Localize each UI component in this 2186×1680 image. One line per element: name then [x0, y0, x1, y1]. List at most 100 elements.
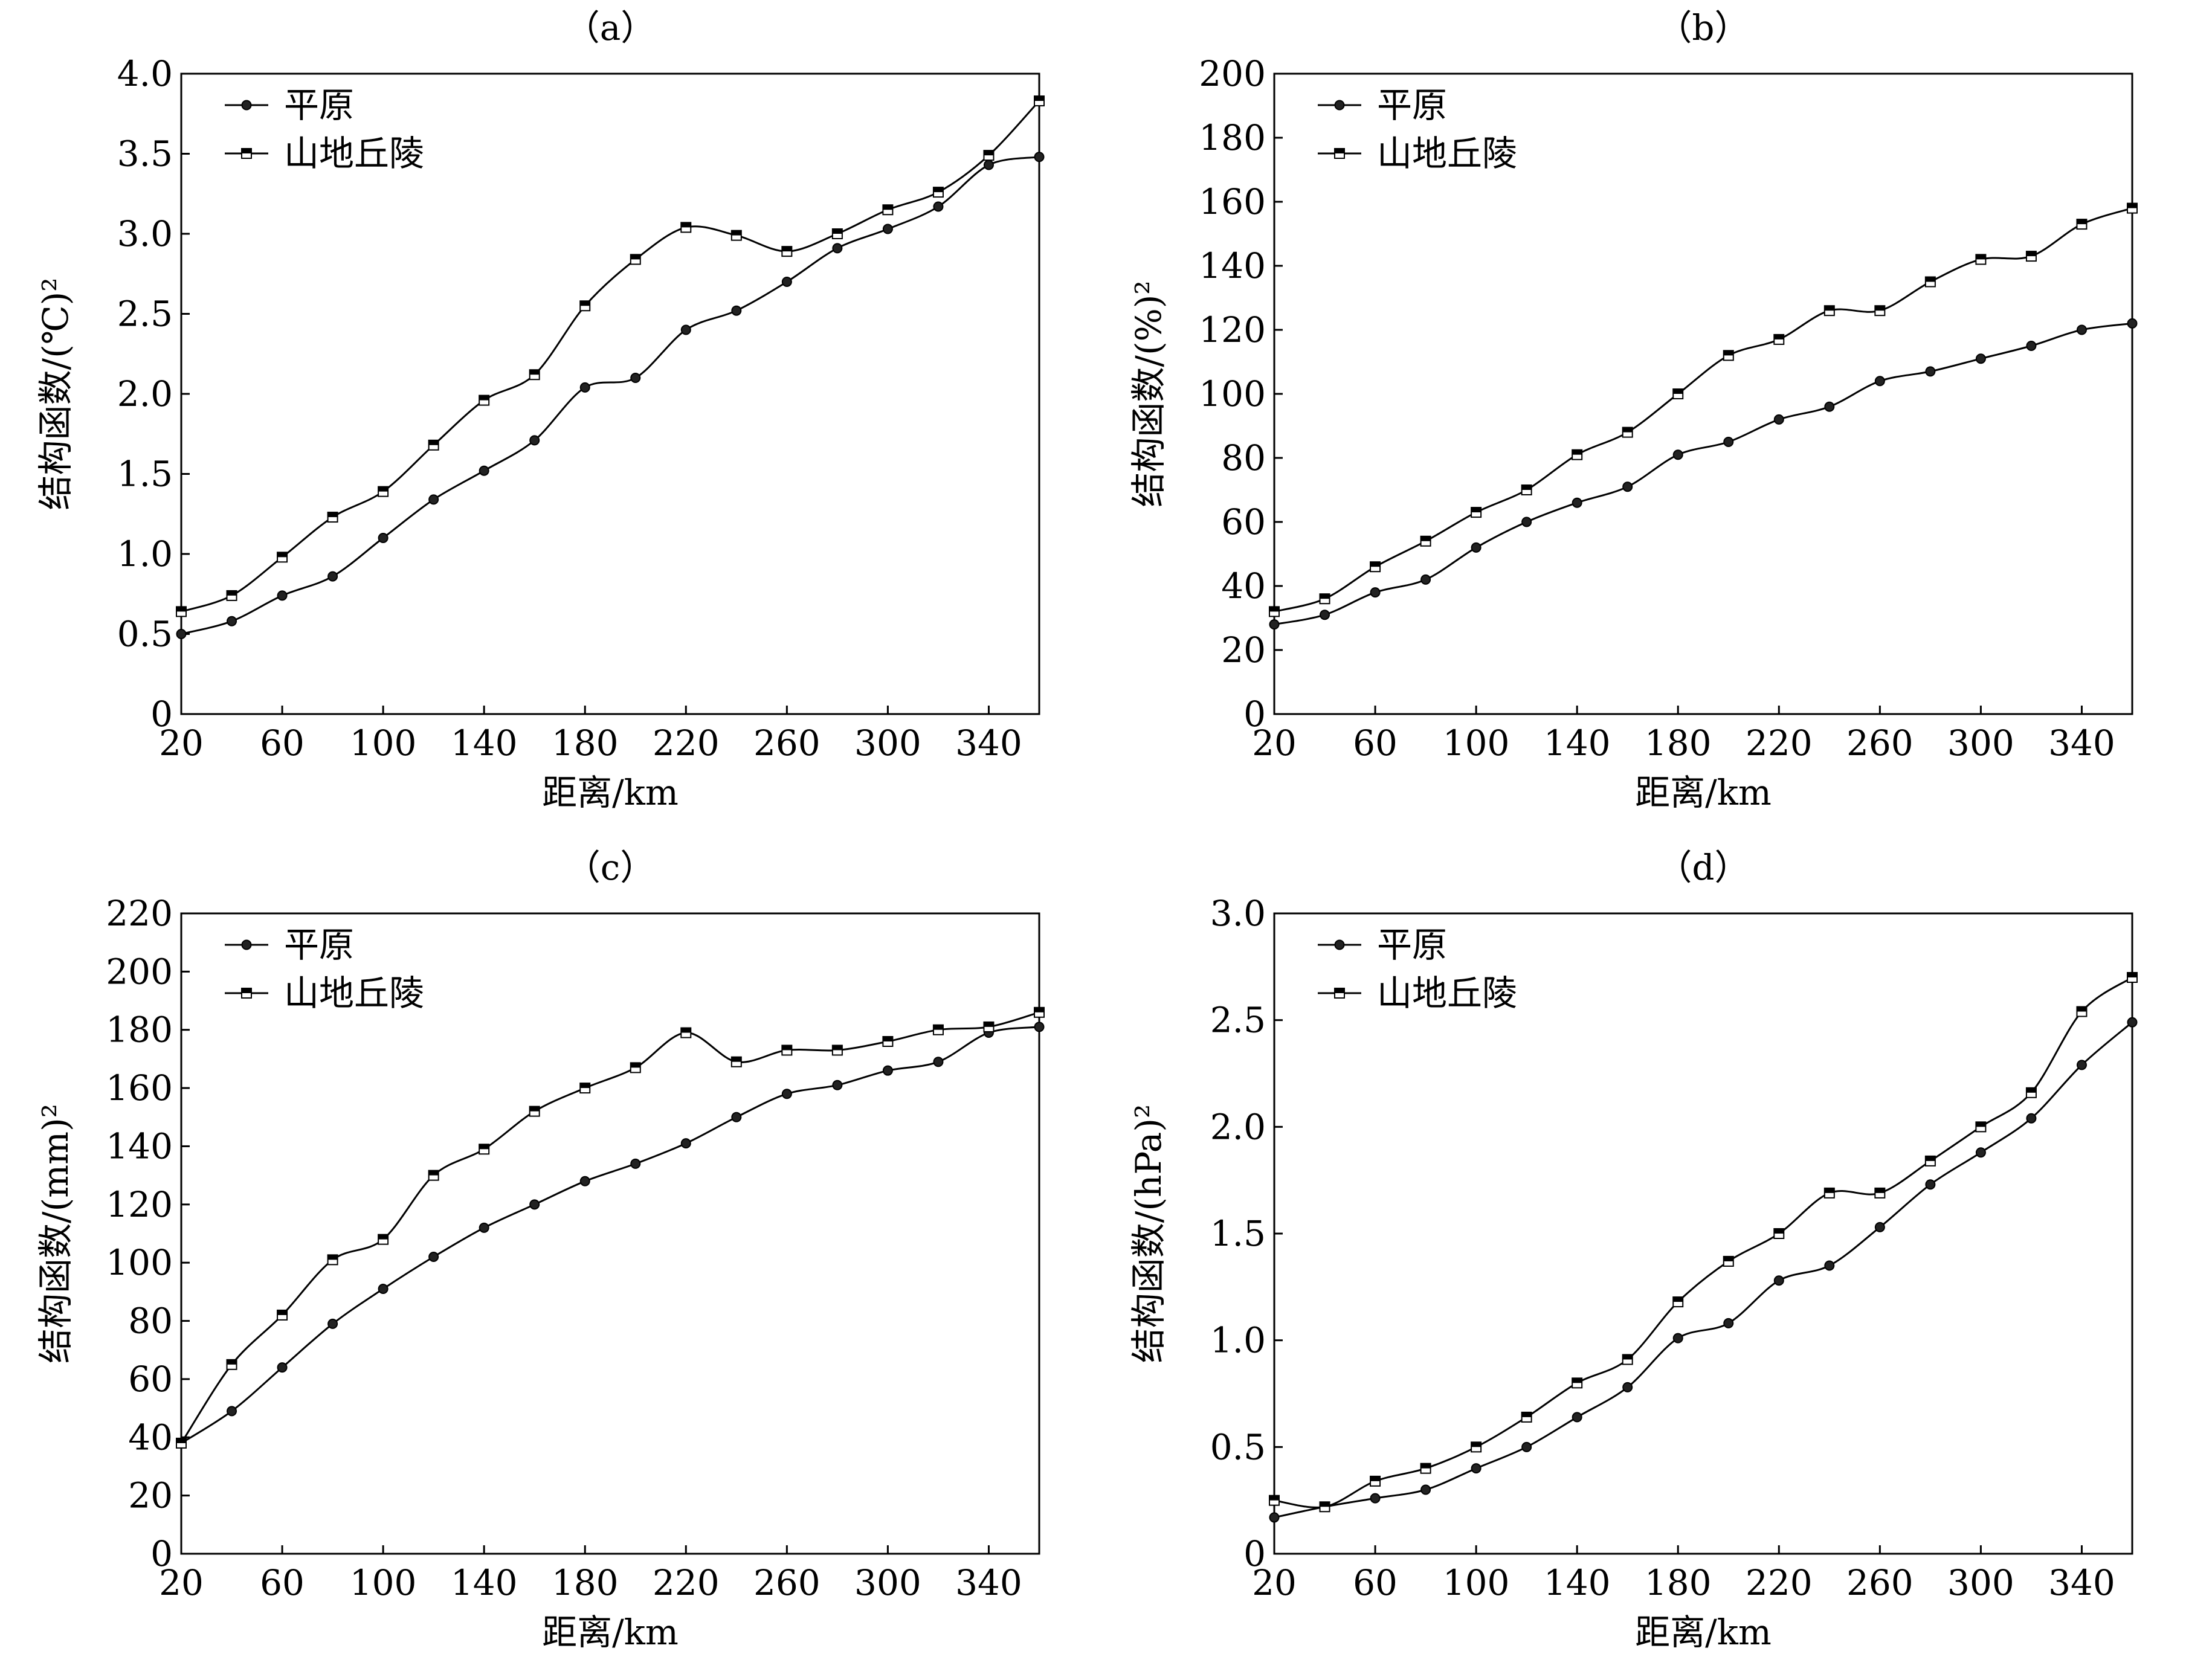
data-point: [1034, 1022, 1045, 1032]
data-point: [630, 1158, 641, 1169]
data-point: [882, 204, 894, 216]
data-point: [1319, 1501, 1330, 1513]
data-point: [781, 1089, 792, 1099]
data-point: [1823, 1187, 1835, 1199]
data-point: [176, 606, 187, 617]
series-plain: [1269, 318, 2138, 630]
legend-item: 山地丘陵: [225, 973, 424, 1014]
x-tick-label: 20: [1252, 1562, 1297, 1603]
data-point: [933, 1057, 944, 1067]
data-point: [378, 1234, 389, 1245]
data-point: [1572, 497, 1582, 508]
x-tick-label: 140: [1544, 1562, 1611, 1603]
y-tick-label: 120: [106, 1184, 173, 1225]
x-tick-label: 140: [451, 1562, 518, 1603]
x-tick-label: 100: [350, 723, 417, 764]
y-tick-label: 60: [1221, 501, 1266, 542]
data-point: [1269, 619, 1280, 630]
data-point: [1471, 507, 1482, 518]
data-point: [1319, 593, 1330, 605]
data-point: [1672, 1333, 1683, 1344]
y-tick-label: 0: [1243, 1533, 1266, 1574]
series-line: [180, 1011, 1040, 1444]
data-point: [1572, 1412, 1582, 1423]
data-point: [1773, 414, 1784, 425]
data-point: [2025, 251, 2037, 262]
chart-svg: （d） 0 0.5 1.0 1.5 2.0 2.5 3.0 20 60 100 140 180 220 26…: [1128, 847, 2138, 1653]
x-tick-label: 60: [260, 1562, 305, 1603]
y-tick-label: 0: [150, 1533, 173, 1574]
data-point: [2076, 1060, 2087, 1070]
data-point: [730, 1056, 742, 1067]
chart-panel-c: （c） 0 20 40 60 80 100 120 140 160 180 200 220 20 60 100…: [0, 840, 1093, 1679]
y-axis-label: 结构函数/(℃)²: [35, 278, 76, 510]
legend-label: 平原: [1377, 924, 1447, 965]
y-tick-label: 0.5: [117, 614, 173, 655]
data-point: [1622, 426, 1633, 438]
chart-panel-d: （d） 0 0.5 1.0 1.5 2.0 2.5 3.0 20 60 100 140 180 220 26…: [1093, 840, 2186, 1679]
x-tick-label: 140: [1544, 723, 1611, 764]
data-point: [2076, 219, 2088, 230]
series-plain: [176, 152, 1045, 639]
panel-label: （c）: [566, 847, 655, 888]
x-tick-label: 340: [955, 723, 1022, 764]
legend-item: 平原: [1318, 924, 1447, 965]
data-point: [882, 1036, 894, 1047]
data-point: [327, 571, 338, 582]
y-tick-label: 100: [1199, 373, 1266, 414]
data-point: [1269, 1512, 1280, 1523]
panel-label: （a）: [565, 7, 656, 48]
data-point: [1723, 350, 1734, 361]
legend-marker: [1334, 100, 1345, 111]
x-tick-label: 220: [1746, 723, 1813, 764]
data-point: [1723, 1255, 1734, 1267]
y-tick-label: 3.0: [1210, 893, 1266, 934]
data-point: [277, 1362, 288, 1373]
x-tick-label: 300: [1947, 1562, 2014, 1603]
data-point: [1420, 574, 1431, 585]
data-point: [226, 590, 237, 601]
data-point: [1672, 388, 1684, 399]
data-point: [1572, 449, 1583, 460]
data-point: [1823, 305, 1835, 317]
y-tick-label: 2.5: [1210, 1000, 1266, 1041]
data-point: [1975, 353, 1986, 364]
x-axis-label: 距离/km: [542, 772, 679, 813]
data-point: [1924, 276, 1936, 288]
y-tick-label: 160: [106, 1067, 173, 1109]
data-point: [882, 224, 893, 234]
data-point: [933, 201, 944, 212]
series-line: [181, 100, 1040, 613]
chart-svg: （a） 0 0.5 1.0 1.5 2.0 2.5 3.0 3.5 4.0 20 60 100 140 18…: [35, 7, 1045, 813]
legend-item: 山地丘陵: [1318, 133, 1517, 174]
data-point: [630, 373, 641, 383]
data-point: [831, 1044, 843, 1056]
y-tick-label: 1.0: [1210, 1320, 1266, 1361]
legend-item: 山地丘陵: [1318, 973, 1517, 1014]
data-point: [1521, 517, 1532, 527]
data-point: [428, 494, 439, 505]
data-point: [226, 1359, 237, 1370]
data-point: [579, 300, 591, 312]
legend-marker: [241, 988, 252, 999]
x-tick-label: 300: [1947, 723, 2014, 764]
data-point: [2127, 202, 2138, 214]
x-tick-label: 180: [1645, 1562, 1712, 1603]
x-tick-label: 100: [1443, 1562, 1510, 1603]
x-axis-label: 距离/km: [1635, 1612, 1772, 1653]
data-point: [2127, 972, 2138, 983]
y-tick-label: 220: [106, 893, 173, 934]
y-tick-label: 1.5: [1210, 1213, 1266, 1254]
x-tick-label: 300: [854, 1562, 921, 1603]
data-point: [1420, 535, 1431, 547]
data-point: [277, 552, 288, 563]
y-tick-label: 2.0: [1210, 1106, 1266, 1147]
data-point: [1874, 305, 1886, 317]
chart-panel-a: （a） 0 0.5 1.0 1.5 2.0 2.5 3.0 3.5 4.0 20 60 100 140 18…: [0, 0, 1093, 840]
data-point: [1471, 1441, 1482, 1453]
data-point: [1471, 1463, 1482, 1474]
legend-label: 平原: [1377, 85, 1447, 126]
data-point: [1622, 1382, 1633, 1392]
x-tick-label: 260: [1846, 1562, 1914, 1603]
